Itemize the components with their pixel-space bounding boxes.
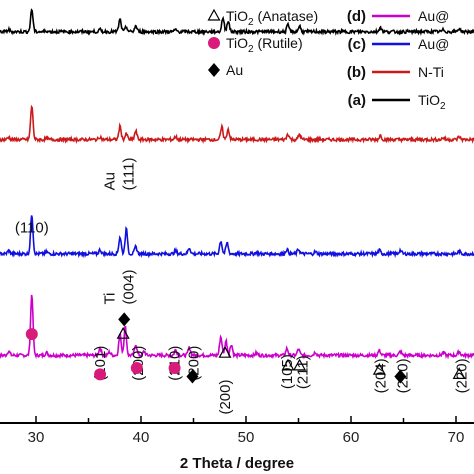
- series-layer: [0, 8, 474, 360]
- anatase-marker: [281, 358, 295, 371]
- x-tick-label: 40: [133, 429, 150, 446]
- x-tick-label: 50: [238, 429, 255, 446]
- rutile-marker: [130, 362, 143, 375]
- peak-label: (220): [453, 358, 470, 393]
- rutile-marker: [208, 37, 220, 49]
- annotation-layer: (110)(101)(200)(210)(200)(200)(105)(211)…: [15, 158, 470, 415]
- marker-legend-label: Au: [226, 62, 243, 78]
- series-legend-letter: (b): [347, 64, 366, 81]
- anatase-marker: [116, 326, 130, 339]
- rutile-marker: [168, 362, 181, 375]
- series-legend-letter: (d): [347, 8, 366, 25]
- marker-legend-label: TiO2 (Rutile): [226, 35, 303, 55]
- peak-label: Au: [102, 172, 119, 190]
- series-line-a: [0, 8, 474, 36]
- series-legend-letter: (c): [348, 36, 366, 53]
- anatase-marker: [293, 358, 307, 371]
- peak-label: (200): [186, 346, 203, 381]
- x-axis-title: 2 Theta / degree: [180, 455, 294, 472]
- au-marker: [208, 63, 220, 77]
- peak-label: (204): [372, 358, 389, 393]
- marker-legend-label: TiO2 (Anatase): [226, 8, 318, 28]
- au-marker: [186, 369, 199, 384]
- peak-label: (200): [217, 380, 234, 415]
- x-tick-label: 70: [448, 429, 465, 446]
- series-line-b: [0, 104, 474, 145]
- x-tick-label: 30: [28, 429, 45, 446]
- anatase-marker: [207, 8, 221, 21]
- series-legend-label: Au@: [418, 36, 449, 52]
- x-axis: 30 40 50 60 70: [0, 416, 474, 446]
- rutile-marker: [94, 368, 107, 381]
- series-legend-letter: (a): [348, 92, 366, 109]
- anatase-marker: [452, 367, 466, 379]
- anatase-marker: [372, 362, 386, 375]
- series-line-c: [0, 215, 474, 259]
- au-marker: [118, 312, 131, 327]
- x-tick-label: 60: [343, 429, 360, 446]
- series-line-d: [0, 294, 474, 360]
- au-marker: [394, 369, 407, 384]
- rutile-marker: [25, 328, 38, 341]
- peak-label: Ti: [102, 293, 119, 305]
- series-legend-label: Au@: [418, 8, 449, 24]
- peak-label: (211): [295, 355, 312, 389]
- peak-label: (111): [120, 158, 137, 191]
- peak-label: (004): [120, 270, 137, 305]
- anatase-marker: [218, 345, 232, 358]
- series-legend-label: TiO2: [418, 92, 446, 112]
- legend: TiO2 (Anatase) TiO2 (Rutile) Au (d) Au@ (c) Au…: [207, 8, 449, 112]
- series-legend-label: N-Ti: [418, 64, 444, 80]
- peak-label: (110): [15, 220, 49, 237]
- peak-label: (105): [279, 354, 296, 389]
